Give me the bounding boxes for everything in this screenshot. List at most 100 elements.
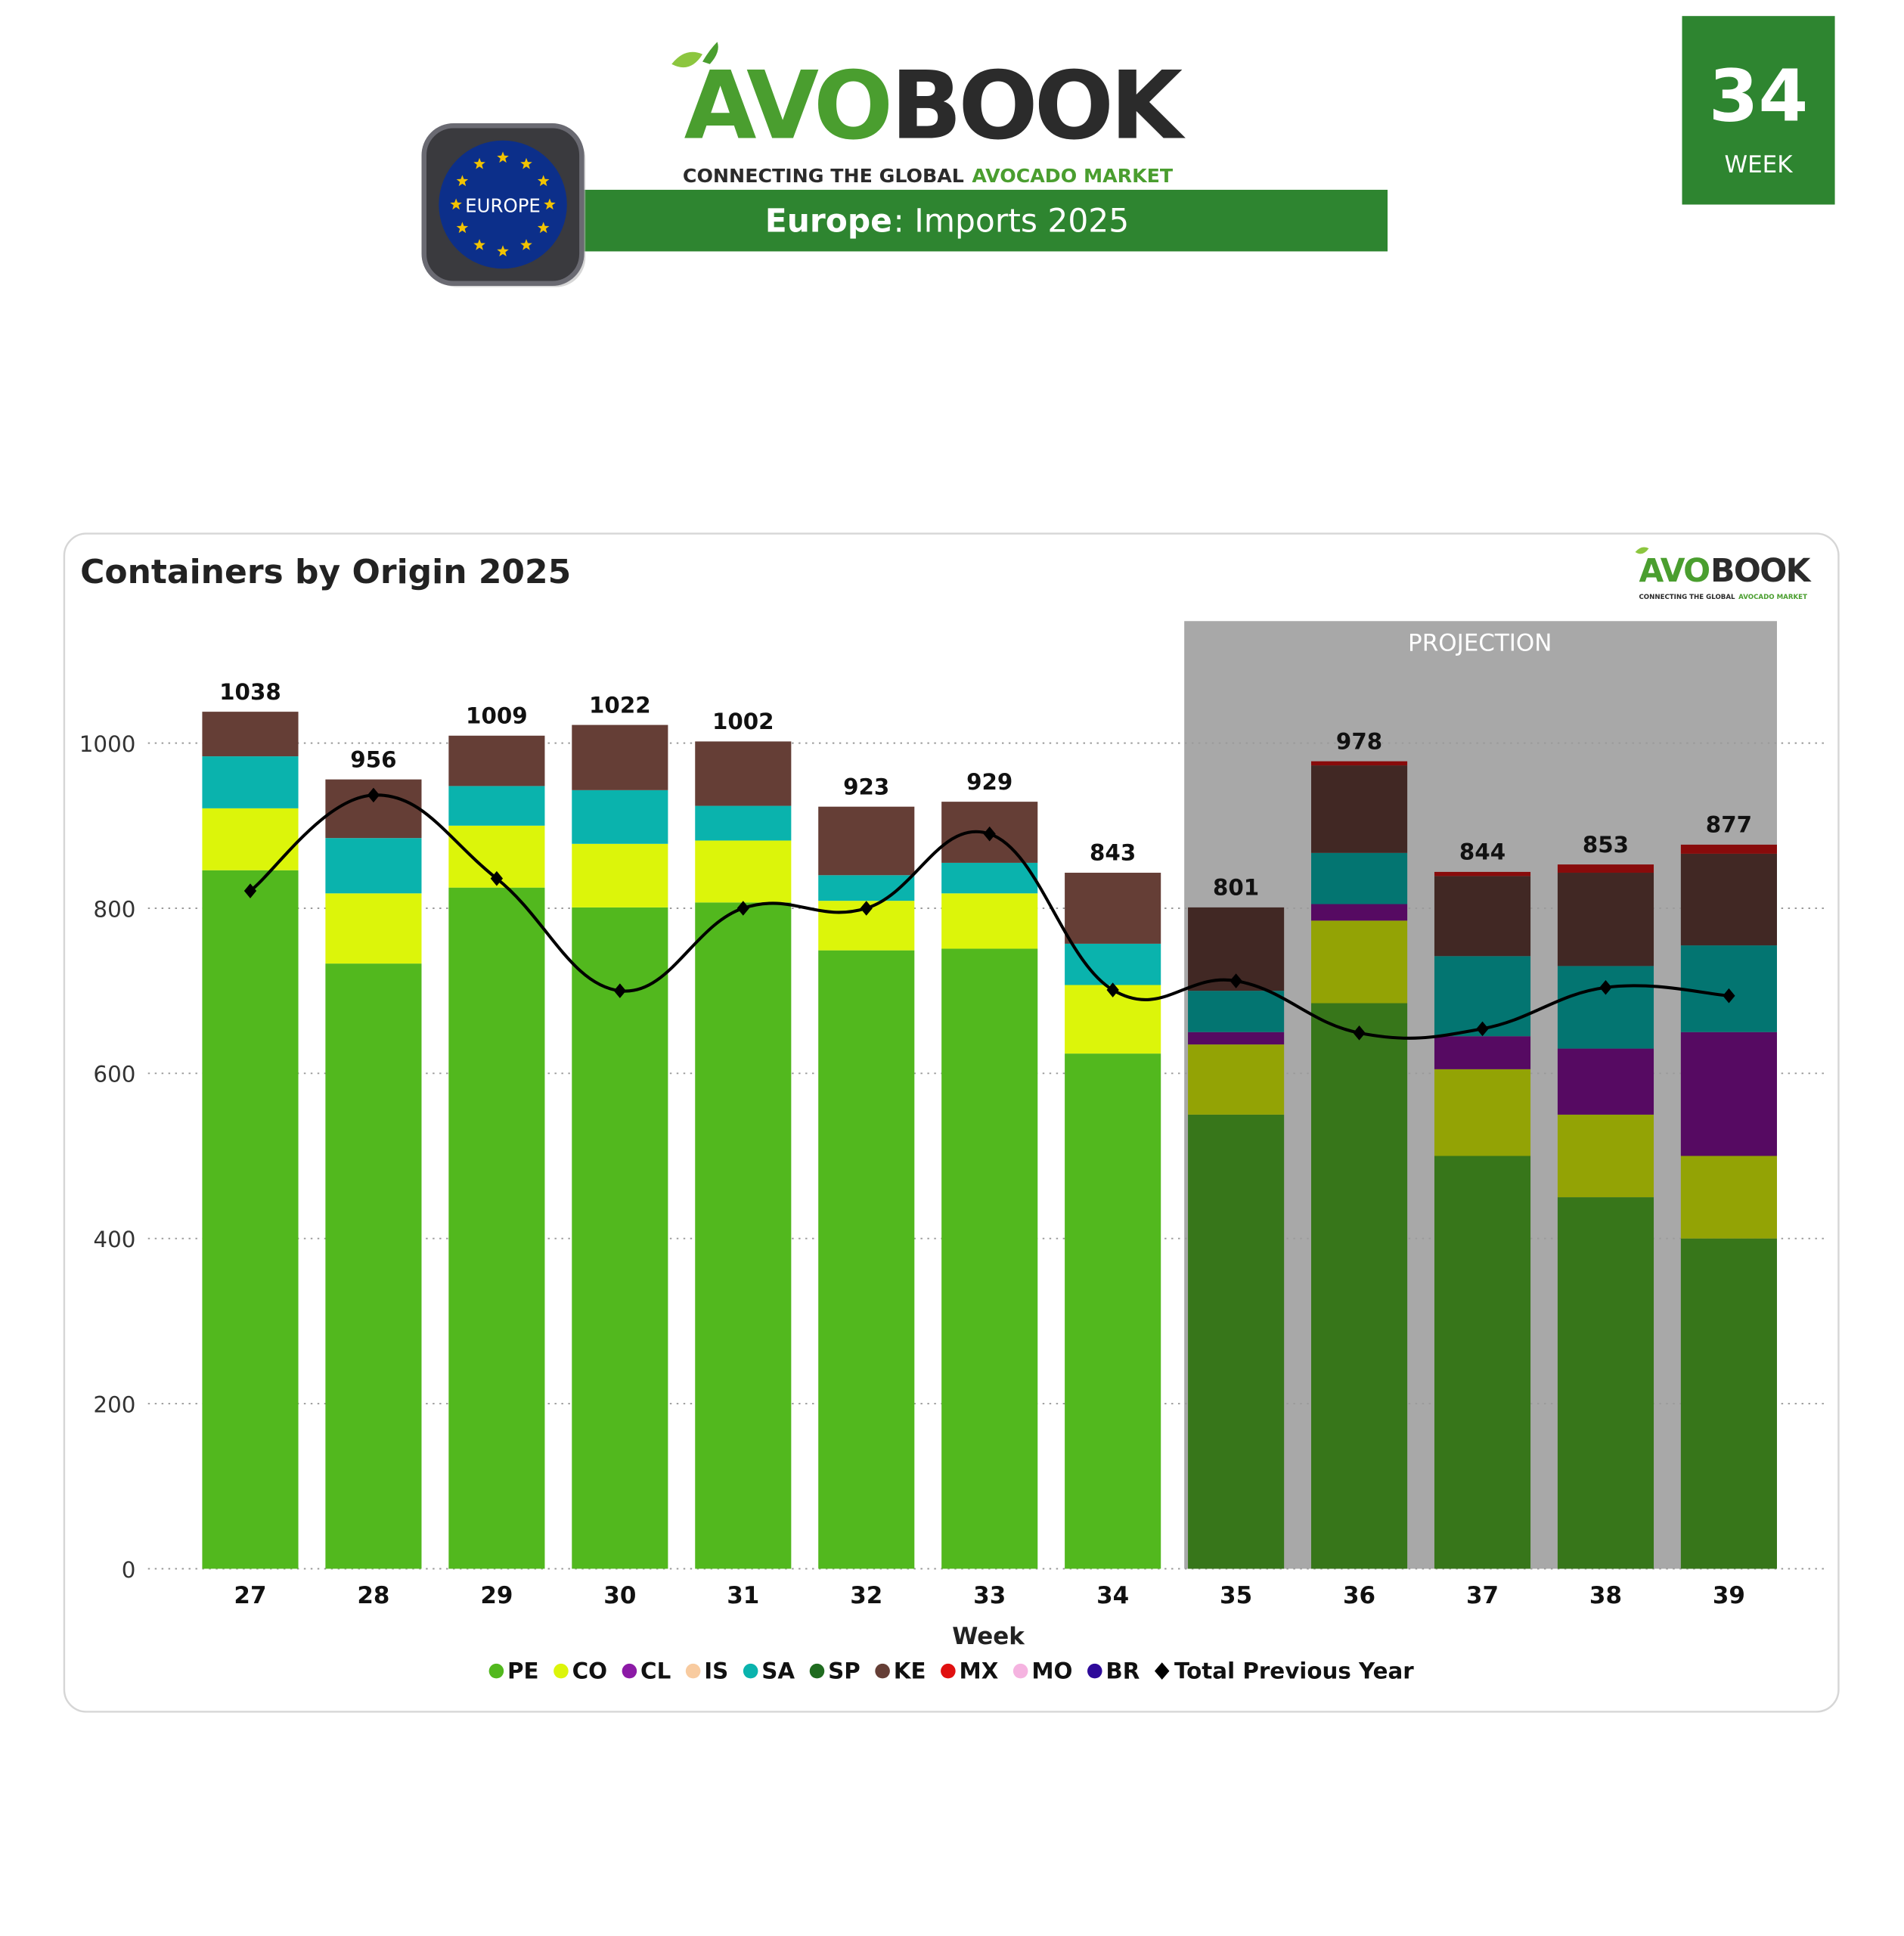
bar-segment-SA	[695, 805, 792, 841]
bar-segment-CO	[1188, 1044, 1285, 1115]
star-icon	[544, 198, 556, 210]
legend-item-PE: PE	[488, 1658, 539, 1683]
line-marker	[1230, 973, 1242, 988]
bar-segment-CL	[1188, 1032, 1285, 1045]
bar-segment-CL	[1680, 1032, 1777, 1156]
bar-segment-KE	[1680, 853, 1777, 946]
bar-segment-CO	[325, 893, 422, 964]
x-tick-label: 35	[1220, 1582, 1252, 1609]
legend-dot-icon	[743, 1663, 758, 1679]
legend-item-CL: CL	[622, 1658, 671, 1683]
total-label: 923	[843, 774, 889, 799]
bar-segment-CO	[572, 843, 668, 908]
bar-segment-CO	[1557, 1114, 1654, 1198]
star-icon	[497, 151, 509, 163]
total-label: 1002	[712, 709, 774, 734]
legend-label: CL	[640, 1658, 671, 1683]
tagline: CONNECTING THE GLOBAL AVOCADO MARKET	[683, 165, 1174, 187]
chart-title: Containers by Origin 2025	[80, 553, 571, 591]
legend-item-IS: IS	[685, 1658, 728, 1683]
total-label: 956	[350, 746, 396, 772]
legend-item-MX: MX	[941, 1658, 999, 1683]
legend-dot-icon	[488, 1663, 504, 1679]
bar-segment-SA	[325, 838, 422, 894]
europe-badge: EUROPE	[421, 123, 586, 287]
logo-book: BOOK	[891, 52, 1186, 161]
x-tick-label: 36	[1343, 1582, 1375, 1609]
bar-segment-KE	[1311, 765, 1408, 853]
star-icon	[456, 175, 469, 187]
total-label: 978	[1336, 728, 1382, 754]
bar-segment-PE	[325, 963, 422, 1569]
bar-segment-MX	[1434, 871, 1531, 876]
total-label: 1022	[589, 692, 651, 718]
y-tick-label: 200	[93, 1392, 135, 1417]
legend-label: PE	[507, 1658, 539, 1683]
star-icon	[473, 238, 485, 250]
legend-item-SA: SA	[743, 1658, 795, 1683]
bar-segment-PE	[1065, 1053, 1161, 1569]
x-tick-label: 39	[1713, 1582, 1745, 1609]
bar-segment-CO	[1680, 1156, 1777, 1239]
total-label: 929	[966, 769, 1012, 795]
bar-segment-KE	[1065, 873, 1161, 944]
bar-segment-CO	[941, 893, 1038, 949]
bar-segment-SA	[1065, 943, 1161, 985]
bar-segment-KE	[448, 735, 545, 786]
x-axis-title: Week	[952, 1623, 1025, 1650]
bar-segment-SA	[1557, 966, 1654, 1049]
legend-dot-icon	[941, 1663, 956, 1679]
x-tick-label: 34	[1096, 1582, 1129, 1609]
star-icon	[520, 238, 532, 250]
bar-segment-CL	[1557, 1048, 1654, 1115]
bars	[202, 712, 1777, 1569]
legend-label: KE	[894, 1658, 926, 1683]
legend-item-BR: BR	[1087, 1658, 1140, 1683]
bar-segment-SA	[448, 786, 545, 826]
bar-segment-SA	[941, 862, 1038, 894]
bar-segment-MX	[1311, 761, 1408, 766]
legend-item-MO: MO	[1012, 1658, 1072, 1683]
star-icon	[537, 175, 550, 187]
x-tick-label: 33	[973, 1582, 1006, 1609]
total-label: 1009	[466, 703, 528, 728]
bar-segment-SA	[1311, 852, 1408, 904]
week-number: 34	[1709, 55, 1809, 138]
mini-logo-word: AVO BOOK	[1639, 552, 1813, 589]
legend-item-CO: CO	[554, 1658, 607, 1683]
eu-flag-icon	[439, 140, 567, 269]
bar-segment-SA	[572, 790, 668, 844]
x-tick-label: 27	[234, 1582, 266, 1609]
line-marker	[243, 883, 257, 898]
x-tick-label: 29	[480, 1582, 513, 1609]
logo-avo: AVO	[684, 52, 890, 161]
mini-tagline-green: AVOCADO MARKET	[1738, 594, 1807, 601]
star-icon	[520, 157, 532, 169]
logo: AVO BOOK	[684, 52, 1189, 161]
bar-segment-PE	[202, 870, 299, 1569]
bar-segment-KE	[572, 724, 668, 790]
labels: 1038 27 956 28 1009 29 1022 30 1002 31 923 32 929 33 8…	[219, 679, 1752, 1609]
total-label: 801	[1213, 875, 1259, 901]
legend-dot-icon	[622, 1663, 637, 1679]
bar-segment-CL	[1311, 904, 1408, 921]
header: AVO BOOK CONNECTING THE GLOBAL AVOCADO M…	[421, 16, 1835, 287]
bar-segment-PE	[572, 907, 668, 1569]
star-icon	[473, 157, 485, 169]
bar-segment-SA	[1188, 991, 1285, 1032]
mini-logo-tagline: CONNECTING THE GLOBAL AVOCADO MARKET	[1639, 594, 1807, 601]
legend-label: SP	[828, 1658, 861, 1683]
legend-label: SA	[761, 1658, 795, 1683]
bar-segment-KE	[202, 712, 299, 757]
legend-item-SP: SP	[809, 1658, 861, 1683]
bar-segment-PE	[818, 950, 915, 1569]
legend-diamond-icon	[1154, 1662, 1170, 1680]
star-icon	[537, 222, 550, 234]
total-label: 1038	[219, 679, 281, 705]
x-tick-label: 32	[850, 1582, 882, 1609]
bar-segment-KE	[695, 741, 792, 806]
line-marker	[367, 787, 380, 803]
bar-segment-SP	[1557, 1197, 1654, 1569]
y-tick-label: 600	[93, 1062, 135, 1087]
bar-segment-SA	[202, 756, 299, 808]
